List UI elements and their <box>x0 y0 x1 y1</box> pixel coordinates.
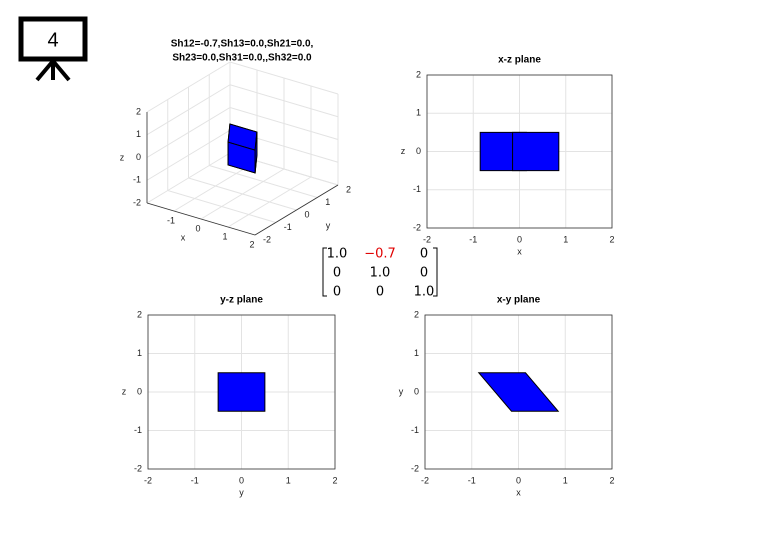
chart-title: Sh23=0.0,Sh31=0.0,,Sh32=0.0 <box>172 53 312 64</box>
axes-box <box>147 314 336 470</box>
grid-line <box>209 165 318 198</box>
x-tick-label: -2 <box>144 475 152 485</box>
grid-line <box>146 61 231 113</box>
y-tick-label: -1 <box>134 425 142 435</box>
chart-title: x-z plane <box>498 55 541 66</box>
y-tick-label: -2 <box>411 463 419 473</box>
x-tick-label: 2 <box>609 475 614 485</box>
x-tick-label: -1 <box>191 475 199 485</box>
shape <box>477 372 560 412</box>
slide-number: 4 <box>47 29 58 51</box>
x-tick-label: -2 <box>423 234 431 244</box>
shape <box>217 372 266 412</box>
matrix-bracket <box>433 247 438 297</box>
y-tick-label: 0 <box>416 146 421 156</box>
x-tick-label: 1 <box>286 475 291 485</box>
grid-line <box>188 177 297 211</box>
z-tick-label: -1 <box>133 175 141 185</box>
y-tick-label: 2 <box>416 69 421 79</box>
matrix-cell: 1.0 <box>370 266 391 281</box>
y-tick-label: 0 <box>305 209 310 219</box>
y-tick-label: 2 <box>137 309 142 319</box>
grid-line <box>229 107 339 140</box>
grid-line <box>167 190 276 223</box>
y-tick-label: 0 <box>414 386 419 396</box>
matrix-cell: 0 <box>333 285 341 300</box>
x-tick-label: 1 <box>222 231 227 241</box>
x-tick-label: -1 <box>469 234 477 244</box>
grid-line <box>229 61 339 95</box>
matrix-cell: −0.7 <box>364 247 396 262</box>
x-tick-label: 0 <box>517 234 522 244</box>
matrix-cell: 0 <box>420 266 428 281</box>
matrix <box>322 247 438 297</box>
matrix-cell: 0 <box>376 285 384 300</box>
x-tick-label: -2 <box>421 475 429 485</box>
x-tick-label: 2 <box>609 234 614 244</box>
y-tick-label: -1 <box>413 184 421 194</box>
z-tick-label: -2 <box>133 197 141 207</box>
y-axis-label: z <box>122 386 127 396</box>
x-tick-label: 1 <box>563 234 568 244</box>
x-tick-label: 2 <box>332 475 337 485</box>
matrix-cell: 0 <box>420 247 428 262</box>
y-tick-label: 1 <box>137 348 142 358</box>
x-tick-label: 1 <box>563 475 568 485</box>
y-tick-label: 2 <box>346 184 351 194</box>
axes-box <box>426 74 613 229</box>
chart-title: Sh12=-0.7,Sh13=0.0,Sh21=0.0, <box>171 39 314 50</box>
x-axis-label: y <box>239 487 244 497</box>
z-axis-label: z <box>120 152 125 162</box>
x-axis-label: x <box>517 246 522 256</box>
x-tick-label: -1 <box>468 475 476 485</box>
z-tick-label: 0 <box>136 152 141 162</box>
matrix-cell: 1.0 <box>327 247 348 262</box>
x-tick-label: 0 <box>516 475 521 485</box>
matrix-cell: 1.0 <box>414 285 435 300</box>
y-tick-label: 1 <box>414 348 419 358</box>
x-axis-label: x <box>181 232 186 242</box>
y-tick-label: 1 <box>325 197 330 207</box>
y-tick-label: -1 <box>284 222 292 232</box>
y-axis-label: z <box>401 146 406 156</box>
shape <box>512 131 560 172</box>
y-axis-label: y <box>399 386 404 396</box>
x-tick-label: 2 <box>249 239 254 249</box>
matrix-bracket <box>322 247 327 297</box>
matrix-cell: 0 <box>333 266 341 281</box>
y-tick-label: -1 <box>411 425 419 435</box>
grid-line <box>146 129 231 181</box>
axis-line <box>254 184 339 236</box>
y-tick-label: 0 <box>137 386 142 396</box>
axes-box <box>424 314 613 470</box>
cube-face <box>227 141 256 174</box>
y-tick-label: -2 <box>134 463 142 473</box>
x-tick-label: 0 <box>195 223 200 233</box>
presentation-icon <box>18 16 88 82</box>
y-tick-label: -2 <box>413 222 421 232</box>
x-tick-label: 0 <box>239 475 244 485</box>
x-tick-label: -1 <box>167 215 175 225</box>
y-tick-label: 2 <box>414 309 419 319</box>
grid-line <box>146 107 231 158</box>
axis-line <box>146 202 256 236</box>
x-axis-label: x <box>516 487 521 497</box>
y-tick-label: 1 <box>416 108 421 118</box>
grid-line <box>146 152 231 204</box>
chart-title: x-y plane <box>497 295 541 306</box>
chart-title: y-z plane <box>220 295 263 306</box>
y-axis-label: y <box>326 220 331 230</box>
grid-line <box>229 84 339 118</box>
z-tick-label: 2 <box>136 106 141 116</box>
y-tick-label: -2 <box>263 234 271 244</box>
grid-line <box>146 84 231 136</box>
z-tick-label: 1 <box>136 129 141 139</box>
